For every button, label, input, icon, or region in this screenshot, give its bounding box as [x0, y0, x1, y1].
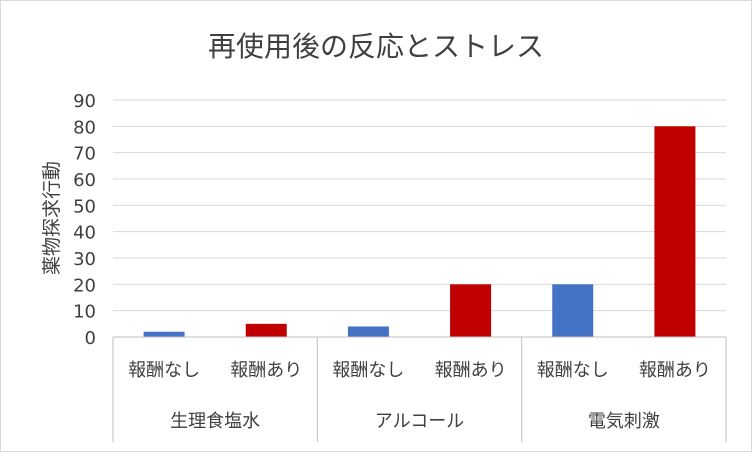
- bar: [552, 284, 594, 337]
- x-tick-label: 報酬なし: [128, 360, 200, 381]
- y-tick-label: 0: [85, 328, 96, 349]
- x-group-label: 電気刺激: [588, 411, 660, 432]
- y-tick-label: 40: [73, 223, 96, 244]
- bar: [245, 323, 287, 337]
- x-tick-label: 報酬あり: [435, 360, 507, 381]
- gridlines: [113, 99, 726, 312]
- x-group-label: アルコール: [375, 411, 464, 432]
- y-tick-label: 80: [73, 117, 96, 138]
- y-tick-label: 60: [73, 170, 96, 191]
- y-axis-label: 薬物探求行動: [41, 161, 63, 275]
- bar: [450, 284, 492, 337]
- x-tick-label: 報酬あり: [230, 360, 302, 381]
- y-tick-label: 70: [73, 144, 96, 165]
- bars: [143, 126, 696, 337]
- x-tick-label: 報酬なし: [332, 360, 404, 381]
- x-tick-label: 報酬なし: [537, 360, 609, 381]
- y-tick-labels: 0 10 20 30 40 50 60 70 80 90: [73, 91, 96, 349]
- bar: [654, 126, 696, 337]
- y-tick-label: 50: [73, 196, 96, 217]
- y-tick-label: 30: [73, 249, 96, 270]
- x-tick-label: 報酬あり: [639, 360, 711, 381]
- y-tick-label: 10: [73, 302, 96, 323]
- chart-title: 再使用後の反応とストレス: [208, 30, 544, 63]
- bar: [143, 331, 185, 337]
- y-tick-label: 90: [73, 91, 96, 112]
- y-tick-label: 20: [73, 275, 96, 296]
- bar: [347, 326, 389, 337]
- x-group-label: 生理食塩水: [170, 411, 260, 432]
